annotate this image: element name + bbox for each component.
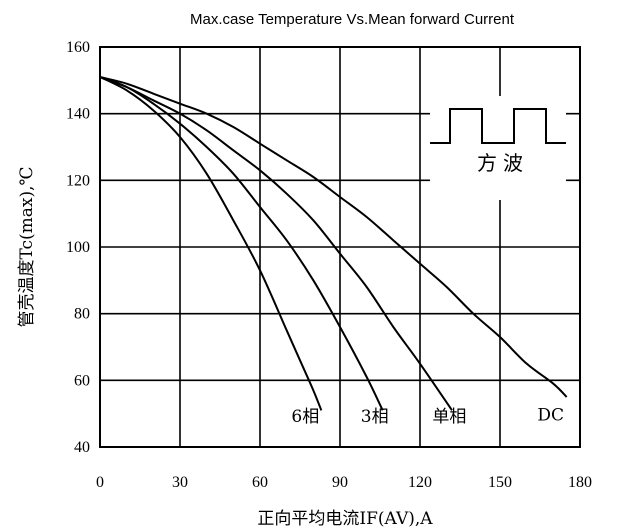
y-tick-label-3: 100 <box>66 239 90 256</box>
curves <box>99 76 568 411</box>
series-line-2 <box>99 76 453 411</box>
x-tick-labels: 0 30 60 90 120 150 180 <box>96 474 592 491</box>
square-wave-inset: 方波 <box>430 96 566 200</box>
x-tick-label-5: 150 <box>488 474 512 491</box>
y-tick-label-4: 120 <box>66 172 90 189</box>
curve-label-2: 单相 <box>432 407 466 427</box>
chart-title: Max.case Temperature Vs.Mean forward Cur… <box>190 11 515 28</box>
x-tick-label-0: 0 <box>96 474 104 491</box>
square-wave-icon <box>430 108 566 144</box>
series-line-1 <box>99 76 384 411</box>
plot-frame <box>99 46 581 448</box>
x-tick-label-2: 60 <box>252 474 268 491</box>
x-axis-label: 正向平均电流IF(AV),A <box>257 509 433 529</box>
inset-label: 方波 <box>477 151 529 175</box>
series-line-3 <box>99 76 568 398</box>
y-tick-label-0: 40 <box>74 439 90 456</box>
y-tick-label-1: 60 <box>74 372 90 389</box>
x-tick-label-4: 120 <box>408 474 432 491</box>
y-axis-label: 管壳温度Tc(max),℃ <box>17 166 37 327</box>
curve-label-0: 6相 <box>291 407 319 427</box>
x-tick-label-6: 180 <box>568 474 592 491</box>
y-tick-label-2: 80 <box>74 306 90 323</box>
x-tick-label-1: 30 <box>172 474 188 491</box>
curve-label-1: 3相 <box>361 407 389 427</box>
series-line-0 <box>99 76 323 411</box>
y-tick-labels: 40 60 80 100 120 140 160 <box>66 39 90 456</box>
y-tick-label-5: 140 <box>66 106 90 123</box>
curve-labels: 6相 3相 单相 DC <box>291 405 564 427</box>
y-tick-label-6: 160 <box>66 39 90 56</box>
curve-label-3: DC <box>537 405 564 425</box>
x-tick-label-3: 90 <box>332 474 348 491</box>
